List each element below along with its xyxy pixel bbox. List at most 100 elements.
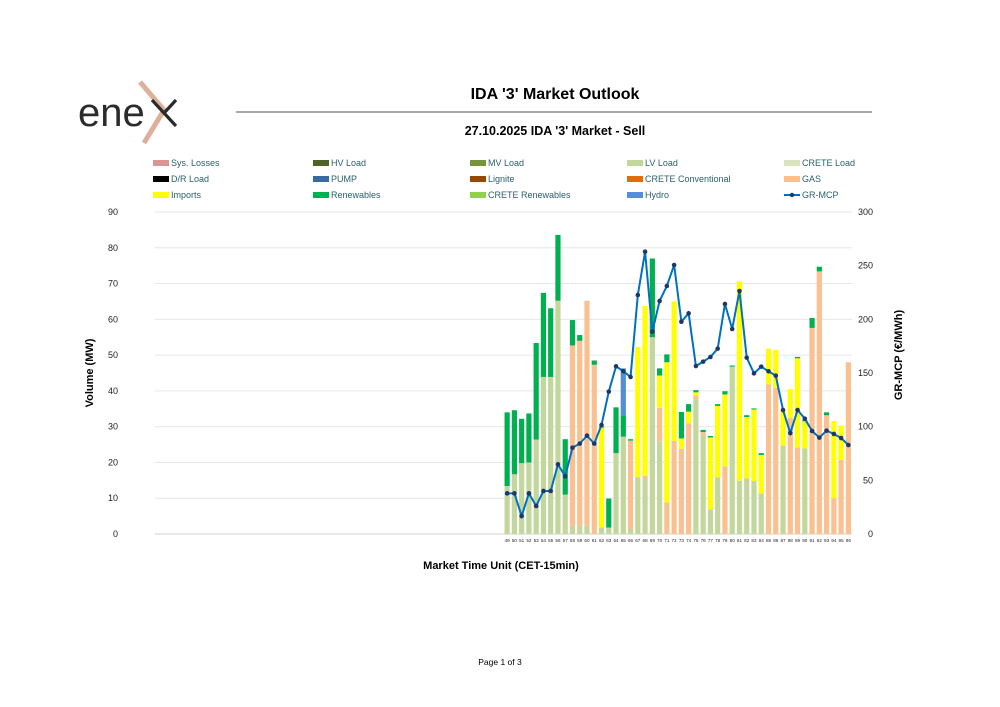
x-tick-label: 68 — [643, 538, 649, 543]
bar-renewables-80 — [729, 365, 735, 367]
y-tick-label: 30 — [108, 422, 118, 432]
x-tick-label: 80 — [730, 538, 736, 543]
page-title: IDA '3' Market Outlook — [471, 86, 640, 103]
legend-marker-swatch — [789, 192, 795, 198]
logo-chevron — [138, 80, 168, 145]
gr-mcp-series-line — [507, 251, 850, 520]
legend-swatch — [627, 192, 643, 198]
gr-mcp-point-59 — [577, 441, 583, 446]
legend-label: CRETE Load — [802, 158, 855, 168]
legend-label: LV Load — [645, 158, 678, 168]
x-tick-label: 92 — [817, 538, 823, 543]
gr-mcp-line — [504, 249, 851, 520]
bar-gas-73 — [678, 448, 684, 534]
gr-mcp-point-55 — [548, 488, 553, 494]
gr-mcp-point-83 — [751, 371, 757, 376]
legend-swatch — [784, 160, 800, 166]
gr-mcp-point-96 — [846, 442, 851, 448]
x-tick-label: 59 — [577, 538, 583, 543]
bar-imports-86 — [773, 350, 779, 388]
bar-gas-75 — [693, 395, 699, 400]
bar-lv-load-78 — [715, 477, 721, 534]
bar-renewables-56 — [555, 234, 561, 301]
bar-imports-82 — [744, 417, 750, 479]
bar-lv-load-50 — [511, 474, 517, 534]
bar-gas-61 — [591, 364, 597, 534]
gr-mcp-point-95 — [838, 435, 844, 441]
bar-lv-load-57 — [562, 494, 568, 534]
gr-mcp-point-54 — [541, 488, 546, 494]
x-tick-label: 75 — [693, 538, 699, 543]
bar-lv-load-63 — [606, 527, 612, 534]
bar-renewables-57 — [562, 439, 568, 495]
gr-mcp-point-73 — [679, 319, 684, 324]
bar-lv-load-77 — [707, 509, 714, 534]
bar-renewables-76 — [700, 429, 706, 433]
bar-imports-88 — [787, 389, 793, 418]
bar-renewables-82 — [744, 415, 750, 418]
gr-mcp-point-87 — [780, 407, 786, 413]
bar-gas-60 — [584, 300, 590, 526]
legend-label: Sys. Losses — [171, 158, 220, 168]
bar-gas-72 — [671, 440, 677, 534]
x-tick-label: 55 — [548, 538, 554, 543]
x-tick-label: 49 — [505, 538, 511, 543]
x-tick-label: 56 — [555, 538, 561, 543]
gr-mcp-point-90 — [802, 416, 808, 421]
x-tick-label: 79 — [722, 538, 728, 543]
bar-gas-96 — [845, 362, 851, 534]
x-tick-label: 95 — [839, 538, 845, 543]
x-axis-label: Market Time Unit (CET-15min) — [423, 560, 579, 572]
legend-label: GR-MCP — [802, 190, 839, 200]
gr-mcp-point-70 — [657, 298, 662, 304]
bar-imports-90 — [802, 421, 808, 449]
legend-swatch — [470, 160, 486, 166]
x-tick-label: 89 — [795, 538, 801, 543]
bar-renewables-92 — [816, 266, 822, 272]
bar-lv-load-53 — [533, 439, 539, 534]
bar-renewables-55 — [548, 308, 554, 377]
bar-gas-66 — [627, 440, 634, 529]
bar-gas-93 — [823, 415, 830, 534]
gr-mcp-point-75 — [693, 363, 699, 369]
y2-tick-label: 0 — [868, 529, 873, 539]
gridlines — [155, 211, 852, 535]
bar-renewables-71 — [664, 354, 670, 363]
bar-renewables-69 — [649, 258, 655, 338]
bar-lv-load-65 — [620, 436, 626, 534]
gr-mcp-point-63 — [606, 389, 612, 394]
x-tick-label: 96 — [846, 538, 852, 543]
legend-swatch — [470, 176, 486, 182]
y-tick-label: 60 — [108, 314, 118, 324]
bar-renewables-63 — [606, 498, 612, 528]
x-tick-label: 84 — [759, 538, 765, 543]
bar-gas-89 — [794, 447, 801, 534]
bar-lv-load-67 — [635, 477, 641, 534]
bar-imports-70 — [656, 375, 663, 408]
bar-renewables-77 — [707, 435, 714, 438]
x-tick-label: 78 — [715, 538, 721, 543]
bar-gas-92 — [816, 271, 822, 534]
bar-renewables-91 — [809, 317, 815, 328]
x-tick-label: 67 — [635, 538, 641, 543]
legend-label: Hydro — [645, 190, 669, 200]
bar-lv-load-62 — [598, 527, 605, 534]
bar-renewables-83 — [751, 408, 757, 410]
gr-mcp-point-62 — [599, 422, 604, 428]
bar-lv-load-80 — [729, 366, 735, 534]
gr-mcp-point-86 — [773, 373, 779, 378]
bar-imports-74 — [686, 411, 692, 424]
bar-gas-71 — [664, 502, 670, 534]
y-axis-right-ticks: 0 50 100 150 200 250 300 — [858, 207, 873, 539]
x-tick-label: 62 — [599, 538, 605, 543]
bar-lv-load-69 — [649, 337, 655, 534]
chart-legend: Sys. Losses HV Load MV Load LV Load CRETE Lo… — [153, 158, 855, 200]
gr-mcp-point-94 — [831, 431, 837, 437]
x-tick-label: 81 — [737, 538, 743, 543]
gr-mcp-point-84 — [758, 364, 764, 369]
bar-renewables-84 — [758, 453, 764, 455]
bar-renewables-50 — [511, 410, 517, 475]
y-tick-label: 90 — [108, 207, 118, 217]
x-tick-label: 60 — [584, 538, 590, 543]
gr-mcp-point-67 — [635, 292, 641, 298]
